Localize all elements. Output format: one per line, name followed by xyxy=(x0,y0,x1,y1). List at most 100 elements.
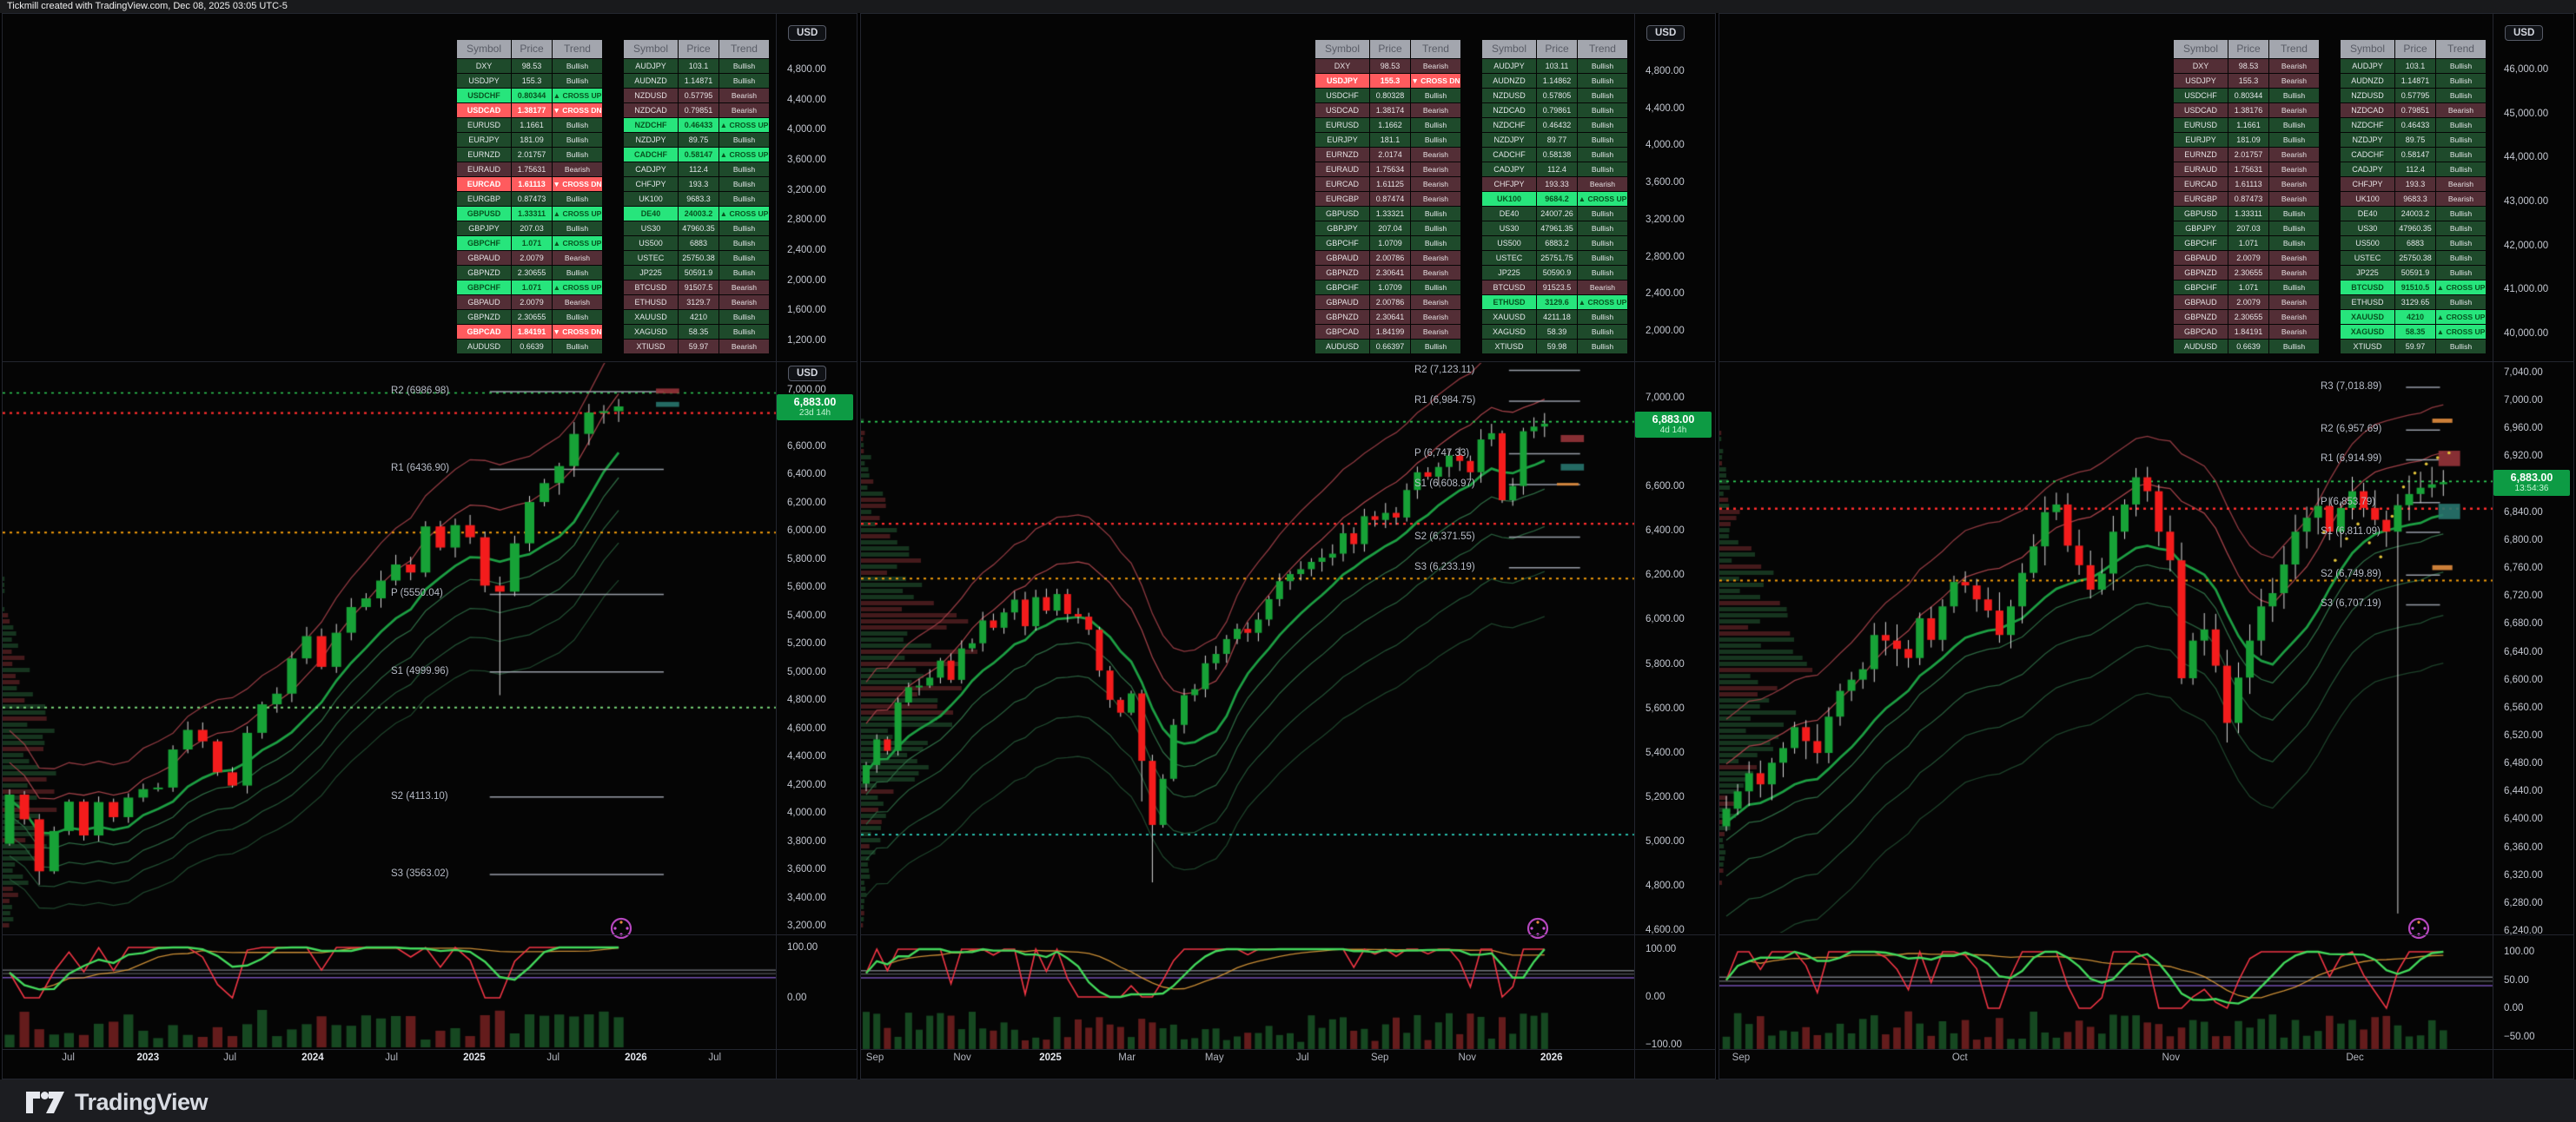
watchlist-trend[interactable]: Bearish xyxy=(2269,148,2319,162)
watchlist-symbol[interactable]: GBPCHF xyxy=(457,280,511,294)
watchlist-trend[interactable]: Bearish xyxy=(719,103,769,117)
watchlist-trend[interactable]: Bullish xyxy=(553,133,602,147)
watchlist-symbol[interactable]: GBPUSD xyxy=(457,207,511,221)
watchlist-symbol[interactable]: NZDJPY xyxy=(624,133,678,147)
watchlist-price[interactable]: 89.75 xyxy=(2395,133,2435,147)
watchlist-price[interactable]: 2.30655 xyxy=(512,266,552,280)
watchlist-trend[interactable]: Bullish xyxy=(719,162,769,176)
watchlist-price[interactable]: 50591.9 xyxy=(679,266,718,280)
watchlist-price[interactable]: 6883.2 xyxy=(1537,236,1577,250)
watchlist-price[interactable]: 2.01757 xyxy=(2228,148,2268,162)
watchlist-price[interactable]: 9684.2 xyxy=(1537,192,1577,206)
watchlist-price[interactable]: 0.57795 xyxy=(679,89,718,102)
watchlist-trend[interactable]: ▼ CROSS DN xyxy=(553,103,602,117)
watchlist-trend[interactable]: Bullish xyxy=(2436,74,2486,88)
watchlist-price[interactable]: 181.1 xyxy=(1370,133,1410,147)
watchlist-price[interactable]: 181.09 xyxy=(2228,133,2268,147)
watchlist-symbol[interactable]: NZDUSD xyxy=(624,89,678,102)
watchlist-price[interactable]: 50591.9 xyxy=(2395,266,2435,280)
watchlist-trend[interactable]: Bullish xyxy=(553,118,602,132)
watchlist-symbol[interactable]: DXY xyxy=(457,59,511,73)
watchlist-trend[interactable]: Bearish xyxy=(553,162,602,176)
watchlist-trend[interactable]: Bullish xyxy=(553,59,602,73)
watchlist-symbol[interactable]: GBPJPY xyxy=(2174,221,2228,235)
watchlist-price[interactable]: 155.3 xyxy=(1370,74,1410,88)
watchlist-price[interactable]: 207.03 xyxy=(2228,221,2268,235)
watchlist-symbol[interactable]: EURGBP xyxy=(457,192,511,206)
watchlist-trend[interactable]: ▲ CROSS UP xyxy=(1578,295,1627,309)
watchlist-price[interactable]: 155.3 xyxy=(512,74,552,88)
watchlist-price[interactable]: 91507.5 xyxy=(679,280,718,294)
watchlist-price[interactable]: 103.1 xyxy=(679,59,718,73)
watchlist-price[interactable]: 4210 xyxy=(2395,310,2435,324)
watchlist-price[interactable]: 1.1662 xyxy=(1370,118,1410,132)
watchlist-trend[interactable]: Bullish xyxy=(2436,162,2486,176)
watchlist-symbol[interactable]: XAGUSD xyxy=(2341,325,2394,339)
watchlist-price[interactable]: 2.0079 xyxy=(2228,295,2268,309)
watchlist-symbol[interactable]: AUDNZD xyxy=(2341,74,2394,88)
pane-separator[interactable] xyxy=(3,934,857,935)
watchlist-price[interactable]: 0.87473 xyxy=(512,192,552,206)
watchlist-price[interactable]: 0.57805 xyxy=(1537,89,1577,102)
watchlist-price[interactable]: 2.00786 xyxy=(1370,295,1410,309)
watchlist-price[interactable]: 1.75631 xyxy=(512,162,552,176)
watchlist-price[interactable]: 1.33311 xyxy=(512,207,552,221)
watchlist-symbol[interactable]: GBPUSD xyxy=(2174,207,2228,221)
watchlist-trend[interactable]: Bullish xyxy=(2436,236,2486,250)
watchlist-trend[interactable]: Bearish xyxy=(1411,177,1460,191)
price-axis[interactable]: USD 46,000.00 45,000.00 44,000.00 43,000.00 4… xyxy=(2493,14,2573,1079)
watchlist-symbol[interactable]: EURCAD xyxy=(1315,177,1369,191)
watchlist-trend[interactable]: Bullish xyxy=(719,236,769,250)
watchlist-trend[interactable]: Bullish xyxy=(2269,207,2319,221)
watchlist-symbol[interactable]: GBPNZD xyxy=(457,310,511,324)
watchlist-price[interactable]: 59.97 xyxy=(679,340,718,353)
watchlist-trend[interactable]: Bullish xyxy=(2269,280,2319,294)
watchlist-trend[interactable]: Bearish xyxy=(2269,295,2319,309)
watchlist-symbol[interactable]: CADJPY xyxy=(624,162,678,176)
watchlist-symbol[interactable]: EURUSD xyxy=(2174,118,2228,132)
watchlist-trend[interactable]: Bullish xyxy=(2269,221,2319,235)
watchlist-price[interactable]: 2.0079 xyxy=(512,251,552,265)
watchlist-symbol[interactable]: EURJPY xyxy=(2174,133,2228,147)
watchlist-price[interactable]: 0.80328 xyxy=(1370,89,1410,102)
watchlist-trend[interactable]: Bullish xyxy=(1578,221,1627,235)
watchlist-symbol[interactable]: EURGBP xyxy=(1315,192,1369,206)
watchlist-symbol[interactable]: USTEC xyxy=(1482,251,1536,265)
watchlist-symbol[interactable]: USDJPY xyxy=(457,74,511,88)
watchlist-price[interactable]: 2.0079 xyxy=(512,295,552,309)
watchlist-trend[interactable]: ▲ CROSS UP xyxy=(2436,280,2486,294)
watchlist-symbol[interactable]: GBPAUD xyxy=(1315,251,1369,265)
watchlist-price[interactable]: 1.84199 xyxy=(1370,325,1410,339)
watchlist-price[interactable]: 0.79851 xyxy=(679,103,718,117)
watchlist-symbol[interactable]: DE40 xyxy=(624,207,678,221)
watchlist-trend[interactable]: Bearish xyxy=(719,89,769,102)
watchlist-price[interactable]: 1.0709 xyxy=(1370,280,1410,294)
watchlist-trend[interactable]: Bearish xyxy=(1411,162,1460,176)
watchlist-price[interactable]: 1.84191 xyxy=(512,325,552,339)
watchlist-symbol[interactable]: JP225 xyxy=(624,266,678,280)
watchlist-trend[interactable]: Bearish xyxy=(1411,59,1460,73)
watchlist-trend[interactable]: Bullish xyxy=(1578,251,1627,265)
watchlist-price[interactable]: 2.30655 xyxy=(2228,266,2268,280)
watchlist-symbol[interactable]: XAUUSD xyxy=(2341,310,2394,324)
watchlist-trend[interactable]: Bullish xyxy=(553,340,602,353)
watchlist-trend[interactable]: Bearish xyxy=(553,251,602,265)
watchlist-trend[interactable]: Bearish xyxy=(719,280,769,294)
watchlist-price[interactable]: 0.57795 xyxy=(2395,89,2435,102)
watchlist-price[interactable]: 0.58147 xyxy=(2395,148,2435,162)
watchlist-trend[interactable]: ▲ CROSS UP xyxy=(553,89,602,102)
watchlist-price[interactable]: 0.6639 xyxy=(512,340,552,353)
chart-canvas[interactable] xyxy=(861,14,1715,1079)
watchlist-price[interactable]: 2.0174 xyxy=(1370,148,1410,162)
watchlist-price[interactable]: 0.87474 xyxy=(1370,192,1410,206)
watchlist-trend[interactable]: Bearish xyxy=(719,295,769,309)
watchlist-symbol[interactable]: US500 xyxy=(2341,236,2394,250)
watchlist-symbol[interactable]: NZDCHF xyxy=(2341,118,2394,132)
watchlist-trend[interactable]: Bearish xyxy=(1411,310,1460,324)
watchlist-symbol[interactable]: USDCHF xyxy=(2174,89,2228,102)
watchlist-price[interactable]: 207.04 xyxy=(1370,221,1410,235)
tradingview-logo[interactable]: TradingView xyxy=(26,1089,209,1116)
watchlist-trend[interactable]: Bullish xyxy=(719,133,769,147)
pane-separator[interactable] xyxy=(861,934,1715,935)
chart-canvas[interactable] xyxy=(3,14,857,1079)
